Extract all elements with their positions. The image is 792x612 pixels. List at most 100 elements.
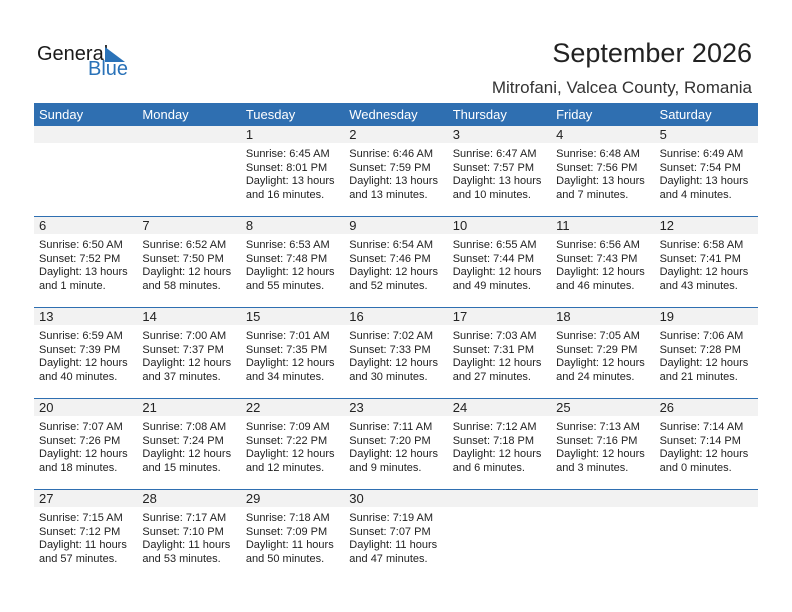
sun-info: Sunrise: 6:53 AM Sunset: 7:48 PM Daylight:… (246, 239, 344, 293)
day-number: 13 (39, 309, 54, 324)
sun-info-line: Sunset: 7:20 PM (349, 434, 431, 447)
day-number: 29 (245, 491, 261, 506)
sun-info-line: Sunset: 7:16 PM (556, 434, 638, 447)
sun-info-line: Sunrise: 6:47 AM (452, 148, 537, 160)
sun-info-line: Sunset: 7:37 PM (142, 343, 224, 356)
day-number: 2 (349, 127, 357, 142)
sun-info: Sunrise: 6:56 AM Sunset: 7:43 PM Daylight:… (556, 239, 654, 293)
weekday-sunday: Sunday (39, 107, 84, 122)
sun-info-line: Daylight: 13 hours (245, 175, 335, 187)
sun-info-line: and 34 minutes. (245, 370, 325, 383)
sun-info-line: Sunset: 7:31 PM (452, 343, 535, 356)
sun-info-line: Daylight: 13 hours (39, 266, 128, 278)
sun-info-line: Sunrise: 6:55 AM (452, 239, 537, 251)
sun-info-line: Sunrise: 6:54 AM (349, 239, 434, 251)
sun-info-line: Daylight: 11 hours (349, 539, 438, 551)
sun-info-line: and 0 minutes. (659, 461, 732, 474)
sun-info-line: Sunset: 7:56 PM (556, 161, 638, 174)
sun-info-line: and 27 minutes. (452, 370, 531, 383)
day-cell: 28 Sunrise: 7:17 AM Sunset: 7:10 PM Dayligh… (137, 490, 240, 579)
date-band (34, 217, 758, 234)
sun-info-line: and 55 minutes. (245, 279, 325, 292)
sun-info-line: Daylight: 12 hours (142, 266, 232, 278)
sun-info-line: Daylight: 13 hours (349, 175, 438, 187)
sun-info-line: and 21 minutes. (659, 370, 738, 383)
sun-info: Sunrise: 6:58 AM Sunset: 7:41 PM Daylight:… (660, 239, 758, 293)
sun-info: Sunrise: 7:00 AM Sunset: 7:37 PM Daylight:… (142, 330, 240, 384)
logo-general: General (37, 43, 109, 65)
sun-info-line: and 10 minutes. (452, 188, 531, 201)
day-cell: 8 Sunrise: 6:53 AM Sunset: 7:48 PM Daylight… (241, 217, 344, 306)
sun-info-line: Sunrise: 6:45 AM (245, 148, 330, 160)
week-row: 27 Sunrise: 7:15 AM Sunset: 7:12 PM Dayligh… (34, 489, 758, 580)
sun-info: Sunrise: 6:46 AM Sunset: 7:59 PM Daylight:… (349, 148, 447, 202)
sun-info: Sunrise: 7:11 AM Sunset: 7:20 PM Daylight:… (349, 421, 447, 475)
day-cell: 15 Sunrise: 7:01 AM Sunset: 7:35 PM Dayligh… (241, 308, 344, 397)
week-row: 6 Sunrise: 6:50 AM Sunset: 7:52 PM Daylight… (34, 216, 758, 307)
day-number: 8 (245, 218, 254, 233)
weekday-monday: Monday (142, 107, 189, 122)
sun-info-line: Sunset: 7:10 PM (142, 525, 224, 538)
week-row: 13 Sunrise: 6:59 AM Sunset: 7:39 PM Dayligh… (34, 307, 758, 398)
day-number: 11 (556, 218, 570, 233)
sun-info-line: Sunrise: 7:17 AM (142, 512, 227, 524)
day-cell: 6 Sunrise: 6:50 AM Sunset: 7:52 PM Daylight… (34, 217, 137, 306)
sun-info: Sunrise: 6:55 AM Sunset: 7:44 PM Daylight:… (453, 239, 551, 293)
weekday-friday: Friday (556, 107, 593, 122)
sun-info-line: and 7 minutes. (556, 188, 629, 201)
sun-info: Sunrise: 7:13 AM Sunset: 7:16 PM Daylight:… (556, 421, 654, 475)
sun-info: Sunrise: 7:15 AM Sunset: 7:12 PM Daylight:… (39, 512, 137, 566)
sun-info-line: Daylight: 12 hours (349, 266, 438, 278)
sun-info: Sunrise: 7:08 AM Sunset: 7:24 PM Daylight:… (142, 421, 240, 475)
sun-info-line: Daylight: 11 hours (245, 539, 334, 551)
sun-info-line: Daylight: 12 hours (556, 266, 645, 278)
sun-info-line: Sunrise: 7:19 AM (349, 512, 434, 524)
sun-info: Sunrise: 7:14 AM Sunset: 7:14 PM Daylight:… (660, 421, 758, 475)
sun-info-line: Sunset: 7:50 PM (142, 252, 224, 265)
sun-info-line: Daylight: 13 hours (556, 175, 645, 187)
sun-info-line: Daylight: 12 hours (659, 448, 749, 460)
sun-info-line: Sunset: 7:07 PM (349, 525, 431, 538)
day-cell: 22 Sunrise: 7:09 AM Sunset: 7:22 PM Dayligh… (241, 399, 344, 488)
sun-info: Sunrise: 7:18 AM Sunset: 7:09 PM Daylight:… (246, 512, 344, 566)
logo-blue: Blue (88, 58, 129, 80)
sun-info-line: and 16 minutes. (245, 188, 325, 201)
sun-info-line: and 13 minutes. (349, 188, 428, 201)
week-row: 20 Sunrise: 7:07 AM Sunset: 7:26 PM Dayligh… (34, 398, 758, 489)
sun-info-line: Sunset: 7:12 PM (39, 525, 121, 538)
sun-info-line: Sunset: 7:18 PM (452, 434, 535, 447)
sun-info-line: Sunset: 7:43 PM (556, 252, 638, 265)
sun-info-line: Sunset: 7:33 PM (349, 343, 431, 356)
day-number: 1 (245, 127, 254, 142)
sun-info: Sunrise: 6:49 AM Sunset: 7:54 PM Daylight:… (660, 148, 758, 202)
sun-info-line: Sunset: 7:14 PM (659, 434, 741, 447)
day-cell: 12 Sunrise: 6:58 AM Sunset: 7:41 PM Dayligh… (655, 217, 758, 306)
sun-info: Sunrise: 7:06 AM Sunset: 7:28 PM Daylight:… (660, 330, 758, 384)
date-band (34, 308, 758, 325)
sun-info-line: and 47 minutes. (349, 552, 428, 565)
day-cell: 10 Sunrise: 6:55 AM Sunset: 7:44 PM Dayligh… (448, 217, 551, 306)
date-band (34, 399, 758, 416)
day-cell: 30 Sunrise: 7:19 AM Sunset: 7:07 PM Dayligh… (344, 490, 447, 579)
sun-info-line: Sunrise: 6:48 AM (556, 148, 640, 160)
sun-info-line: Daylight: 11 hours (142, 539, 231, 551)
sun-info-line: Sunrise: 7:06 AM (659, 330, 744, 342)
sun-info-line: Sunrise: 7:15 AM (39, 512, 123, 524)
sun-info-line: Daylight: 12 hours (659, 266, 749, 278)
sun-info-line: Sunset: 7:28 PM (659, 343, 741, 356)
day-cell: 29 Sunrise: 7:18 AM Sunset: 7:09 PM Dayligh… (241, 490, 344, 579)
sun-info-line: Sunrise: 7:02 AM (349, 330, 434, 342)
day-number: 17 (452, 309, 468, 324)
sun-info-line: and 30 minutes. (349, 370, 428, 383)
sun-info-line: Sunset: 7:46 PM (349, 252, 431, 265)
sun-info: Sunrise: 7:12 AM Sunset: 7:18 PM Daylight:… (453, 421, 551, 475)
day-number: 26 (659, 400, 675, 415)
day-cell: 24 Sunrise: 7:12 AM Sunset: 7:18 PM Dayligh… (448, 399, 551, 488)
day-cell: 21 Sunrise: 7:08 AM Sunset: 7:24 PM Dayligh… (137, 399, 240, 488)
date-band (34, 126, 758, 143)
sun-info-line: Daylight: 12 hours (452, 448, 542, 460)
sun-info-line: Daylight: 12 hours (452, 266, 542, 278)
sun-info-line: Sunset: 7:52 PM (39, 252, 121, 265)
sun-info-line: Sunrise: 6:58 AM (659, 239, 744, 251)
